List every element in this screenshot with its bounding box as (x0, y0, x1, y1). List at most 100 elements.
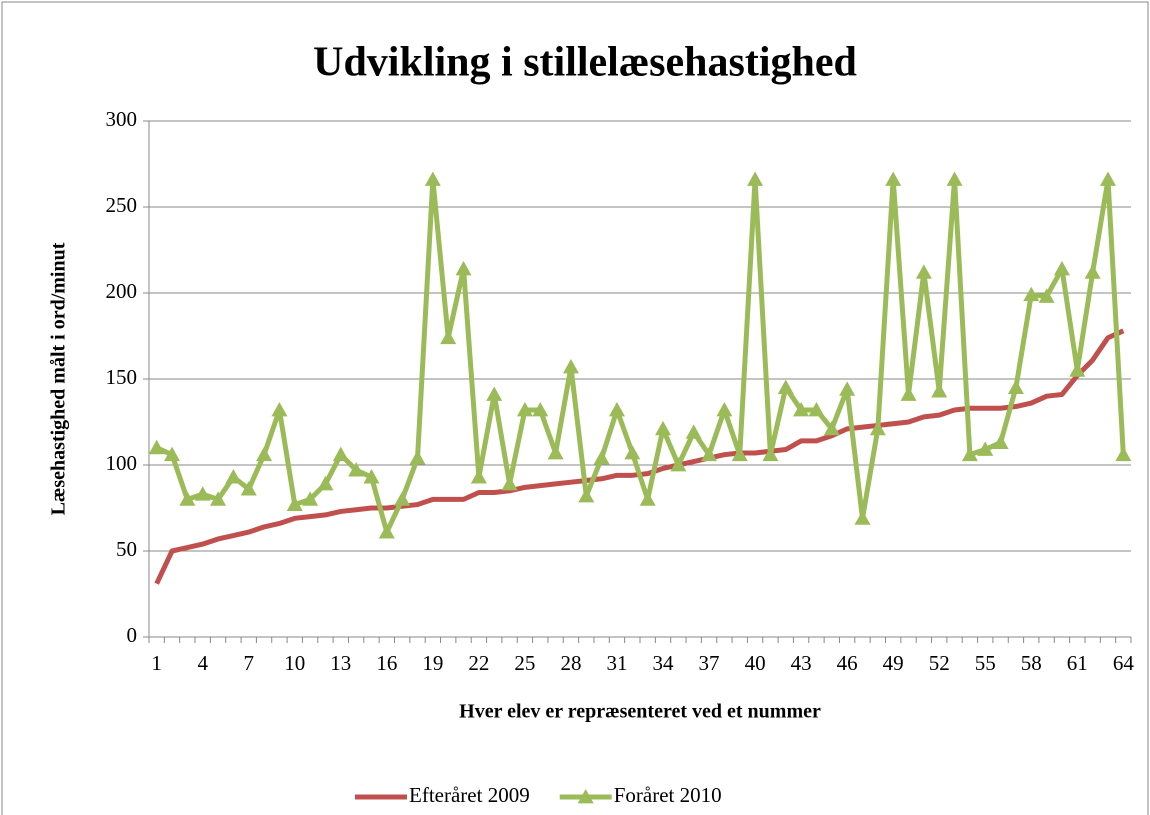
marker (363, 469, 380, 484)
marker (1115, 446, 1132, 462)
x-tick-label: 58 (1021, 651, 1042, 675)
marker (961, 446, 978, 462)
marker (915, 264, 932, 279)
marker (823, 420, 840, 436)
marker (271, 401, 288, 417)
marker (532, 401, 549, 417)
marker (455, 260, 472, 276)
marker (931, 383, 948, 398)
x-tick-label: 46 (837, 651, 858, 675)
marker (747, 171, 764, 186)
marker (378, 524, 395, 539)
x-tick-label: 64 (1113, 651, 1135, 675)
x-tick-label: 16 (376, 651, 397, 675)
marker (562, 358, 579, 374)
x-tick-label: 52 (929, 651, 950, 675)
marker (762, 446, 779, 462)
marker (440, 329, 457, 345)
marker (179, 491, 196, 506)
marker (501, 475, 518, 491)
x-tick-label: 25 (514, 651, 535, 675)
y-tick-label: 250 (106, 193, 138, 217)
x-tick-label: 43 (791, 651, 812, 675)
marker (639, 491, 656, 506)
marker (731, 446, 748, 462)
legend-label: Foråret 2010 (614, 783, 722, 807)
marker (977, 441, 994, 456)
marker (670, 457, 687, 472)
y-tick-label: 150 (106, 365, 138, 389)
marker (608, 401, 625, 417)
y-tick-label: 100 (106, 451, 138, 475)
marker (777, 379, 794, 394)
marker (210, 491, 227, 506)
marker (409, 450, 426, 465)
x-tick-label: 31 (606, 651, 627, 675)
marker (164, 446, 181, 462)
marker (869, 420, 886, 436)
x-tick-label: 13 (330, 651, 351, 675)
marker (839, 381, 856, 396)
marker (946, 171, 963, 186)
x-tick-label: 40 (745, 651, 766, 675)
x-tick-label: 34 (653, 651, 675, 675)
marker (701, 446, 718, 462)
marker (624, 444, 641, 460)
marker (1069, 362, 1086, 377)
x-tick-label: 4 (197, 651, 208, 675)
marker (1084, 264, 1101, 279)
x-tick-label: 22 (468, 651, 489, 675)
marker (394, 491, 411, 506)
marker (593, 450, 610, 465)
y-tick-label: 300 (106, 107, 138, 131)
marker (900, 386, 917, 401)
marker (1053, 260, 1070, 276)
x-tick-label: 49 (883, 651, 904, 675)
marker (317, 475, 334, 491)
legend-label: Efteråret 2009 (409, 783, 530, 807)
marker (286, 496, 303, 511)
marker (885, 171, 902, 186)
marker (992, 434, 1009, 450)
marker (470, 469, 487, 484)
marker (1023, 286, 1040, 302)
x-tick-label: 55 (975, 651, 996, 675)
marker (256, 446, 273, 462)
marker (240, 481, 257, 496)
marker (1007, 379, 1024, 394)
marker (1099, 171, 1116, 186)
marker (685, 424, 702, 439)
marker (854, 510, 871, 525)
x-tick-label: 1 (151, 651, 162, 675)
x-axis-label: Hver elev er repræsenteret ved et nummer (459, 701, 821, 723)
marker (348, 462, 365, 477)
y-tick-label: 200 (106, 279, 138, 303)
x-tick-label: 7 (243, 651, 254, 675)
marker (655, 420, 672, 436)
marker (148, 439, 165, 455)
x-tick-label: 61 (1067, 651, 1088, 675)
marker (793, 401, 810, 417)
x-tick-label: 28 (560, 651, 581, 675)
marker (486, 386, 503, 401)
series-line (155, 176, 1126, 535)
y-tick-label: 0 (127, 623, 138, 647)
marker (302, 491, 319, 506)
y-axis-label: Læsehastighed målt i ord/minut (48, 242, 70, 515)
marker (716, 401, 733, 417)
legend-marker (577, 789, 594, 804)
marker (194, 486, 211, 501)
marker (808, 401, 825, 417)
x-tick-label: 10 (284, 651, 305, 675)
y-tick-label: 50 (116, 537, 137, 561)
marker (424, 171, 441, 186)
x-tick-label: 19 (422, 651, 443, 675)
marker (1038, 288, 1055, 303)
marker (516, 401, 533, 417)
marker (332, 446, 349, 462)
marker (547, 444, 564, 460)
marker (225, 469, 242, 484)
chart-title: Udvikling i stillelæsehastighed (313, 40, 857, 86)
x-tick-label: 37 (699, 651, 720, 675)
